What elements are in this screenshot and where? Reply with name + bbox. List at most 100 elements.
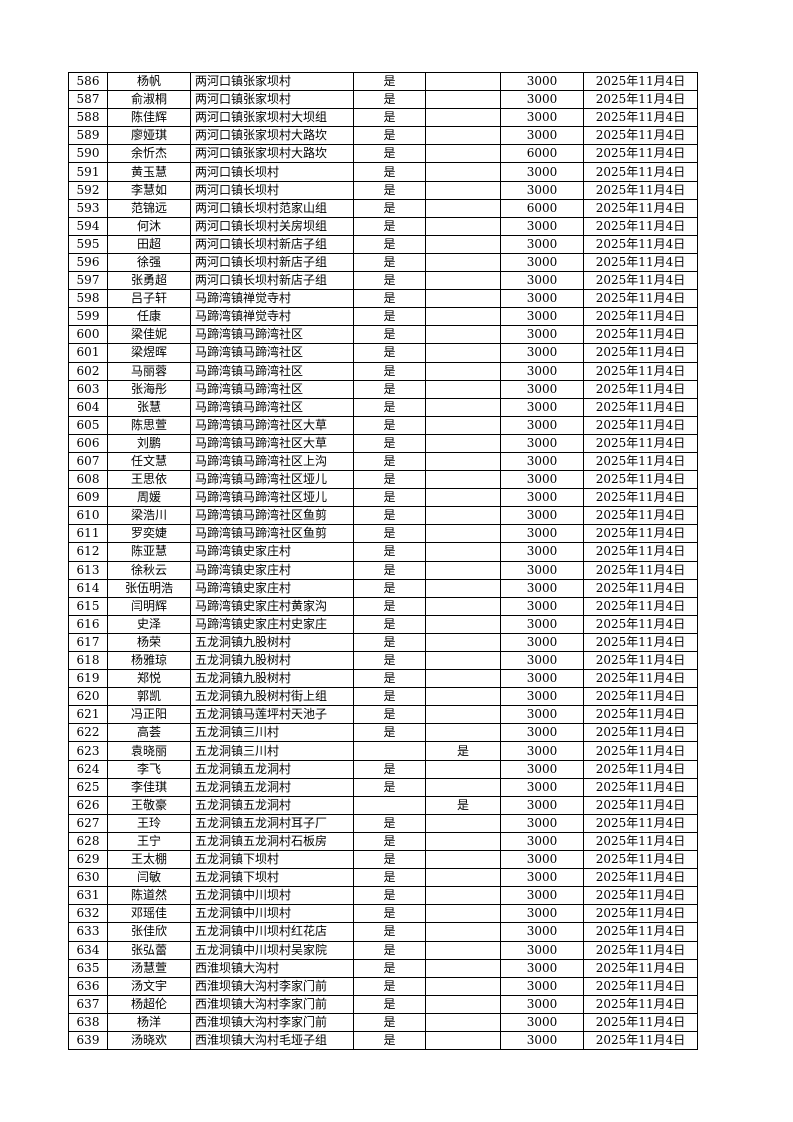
amount-cell: 3000 — [500, 705, 584, 725]
person-name-cell: 陈亚慧 — [107, 542, 191, 562]
flag-column-2-cell — [425, 831, 501, 852]
row-number-cell: 587 — [68, 90, 108, 110]
date-cell: 2025年11月4日 — [583, 379, 698, 399]
person-name-cell: 闫明辉 — [107, 596, 191, 616]
person-name-cell: 郑悦 — [107, 669, 191, 689]
flag-column-2-cell — [425, 325, 501, 345]
row-number-cell: 591 — [68, 162, 108, 182]
row-number-cell: 611 — [68, 524, 108, 544]
amount-cell: 3000 — [500, 343, 584, 363]
person-name-cell: 汤晓欢 — [107, 1030, 191, 1051]
row-number-cell: 596 — [68, 252, 108, 273]
person-name-cell: 王玲 — [107, 813, 191, 833]
flag-column-1-cell: 是 — [353, 271, 426, 291]
row-number-cell: 612 — [68, 542, 108, 562]
date-cell: 2025年11月4日 — [583, 632, 698, 653]
person-name-cell: 任文慧 — [107, 451, 191, 472]
amount-cell: 3000 — [500, 741, 584, 761]
row-number-cell: 586 — [68, 71, 108, 92]
row-number-cell: 634 — [68, 940, 108, 960]
table-body: 586 杨帆 两河口镇张家坝村是 3000 2025年11月4日 587 俞淑桐 两河口镇张家… — [68, 71, 698, 1051]
person-name-cell: 陈佳辉 — [107, 108, 191, 128]
date-cell: 2025年11月4日 — [583, 759, 698, 779]
row-number-cell: 602 — [68, 361, 108, 381]
row-number-cell: 633 — [68, 922, 108, 942]
flag-column-1-cell: 是 — [353, 614, 426, 634]
row-number-cell: 621 — [68, 705, 108, 725]
person-name-cell: 冯正阳 — [107, 705, 191, 725]
address-cell: 西淮坝镇大沟村李家门前 — [190, 976, 354, 996]
flag-column-1-cell: 是 — [353, 560, 426, 580]
address-cell: 两河口镇长坝村范家山组 — [190, 198, 354, 218]
address-cell: 两河口镇张家坝村大坝组 — [190, 108, 354, 128]
table-row: 588 陈佳辉 两河口镇张家坝村大坝组是 3000 2025年11月4日 — [68, 108, 698, 128]
flag-column-2-cell — [425, 451, 501, 472]
amount-cell: 3000 — [500, 433, 584, 453]
person-name-cell: 张勇超 — [107, 271, 191, 291]
amount-cell: 3000 — [500, 361, 584, 381]
row-number-cell: 636 — [68, 976, 108, 996]
address-cell: 两河口镇张家坝村 — [190, 71, 354, 92]
table-row: 612 陈亚慧 马蹄湾镇史家庄村是 3000 2025年11月4日 — [68, 542, 698, 562]
address-cell: 两河口镇长坝村 — [190, 162, 354, 182]
flag-column-2-cell — [425, 90, 501, 110]
flag-column-1-cell: 是 — [353, 180, 426, 200]
flag-column-2-cell — [425, 1030, 501, 1051]
table-row: 595 田超 两河口镇长坝村新店子组是 3000 2025年11月4日 — [68, 234, 698, 254]
row-number-cell: 610 — [68, 506, 108, 526]
row-number-cell: 597 — [68, 271, 108, 291]
table-row: 611 罗奕婕 马蹄湾镇马蹄湾社区鱼剪是 3000 2025年11月4日 — [68, 524, 698, 544]
flag-column-1-cell: 是 — [353, 433, 426, 453]
flag-column-1-cell: 是 — [353, 307, 426, 327]
flag-column-2-cell — [425, 252, 501, 273]
person-name-cell: 李飞 — [107, 759, 191, 779]
flag-column-1-cell: 是 — [353, 596, 426, 616]
person-name-cell: 张伍明浩 — [107, 578, 191, 598]
flag-column-2-cell — [425, 108, 501, 128]
flag-column-1-cell: 是 — [353, 216, 426, 236]
table-row: 634 张弘蕾 五龙洞镇中川坝村吴家院是 3000 2025年11月4日 — [68, 940, 698, 960]
row-number-cell: 616 — [68, 614, 108, 634]
flag-column-2-cell — [425, 234, 501, 254]
flag-column-2-cell — [425, 596, 501, 616]
row-number-cell: 625 — [68, 777, 108, 797]
flag-column-2-cell — [425, 343, 501, 363]
person-name-cell: 邓瑶佳 — [107, 904, 191, 924]
address-cell: 五龙洞镇中川坝村红花店 — [190, 922, 354, 942]
row-number-cell: 617 — [68, 632, 108, 653]
amount-cell: 3000 — [500, 542, 584, 562]
flag-column-2-cell — [425, 488, 501, 508]
table-row: 631 陈道然 五龙洞镇中川坝村是 3000 2025年11月4日 — [68, 886, 698, 906]
flag-column-2-cell — [425, 1012, 501, 1032]
flag-column-1-cell: 是 — [353, 162, 426, 182]
address-cell: 西淮坝镇大沟村毛垭子组 — [190, 1030, 354, 1051]
address-cell: 马蹄湾镇马蹄湾社区 — [190, 379, 354, 399]
flag-column-1-cell: 是 — [353, 361, 426, 381]
row-number-cell: 627 — [68, 813, 108, 833]
flag-column-2-cell: 是 — [425, 741, 501, 761]
date-cell: 2025年11月4日 — [583, 940, 698, 960]
flag-column-2-cell — [425, 850, 501, 870]
flag-column-2-cell — [425, 506, 501, 526]
row-number-cell: 605 — [68, 415, 108, 435]
person-name-cell: 闫敏 — [107, 868, 191, 888]
table-row: 619 郑悦 五龙洞镇九股树村是 3000 2025年11月4日 — [68, 669, 698, 689]
amount-cell: 3000 — [500, 307, 584, 327]
flag-column-2-cell — [425, 759, 501, 779]
row-number-cell: 607 — [68, 451, 108, 472]
flag-column-1-cell: 是 — [353, 343, 426, 363]
row-number-cell: 631 — [68, 886, 108, 906]
row-number-cell: 639 — [68, 1030, 108, 1051]
flag-column-1-cell: 是 — [353, 958, 426, 978]
address-cell: 马蹄湾镇马蹄湾社区垭儿 — [190, 488, 354, 508]
address-cell: 五龙洞镇九股树村 — [190, 650, 354, 671]
person-name-cell: 张海彤 — [107, 379, 191, 399]
date-cell: 2025年11月4日 — [583, 687, 698, 707]
date-cell: 2025年11月4日 — [583, 1012, 698, 1032]
date-cell: 2025年11月4日 — [583, 958, 698, 978]
address-cell: 五龙洞镇下坝村 — [190, 850, 354, 870]
address-cell: 马蹄湾镇马蹄湾社区 — [190, 325, 354, 345]
table-row: 599 任康 马蹄湾镇禅觉寺村是 3000 2025年11月4日 — [68, 307, 698, 327]
address-cell: 马蹄湾镇马蹄湾社区大草 — [190, 433, 354, 453]
table-row: 626 王敬豪 五龙洞镇五龙洞村 是 3000 2025年11月4日 — [68, 795, 698, 815]
